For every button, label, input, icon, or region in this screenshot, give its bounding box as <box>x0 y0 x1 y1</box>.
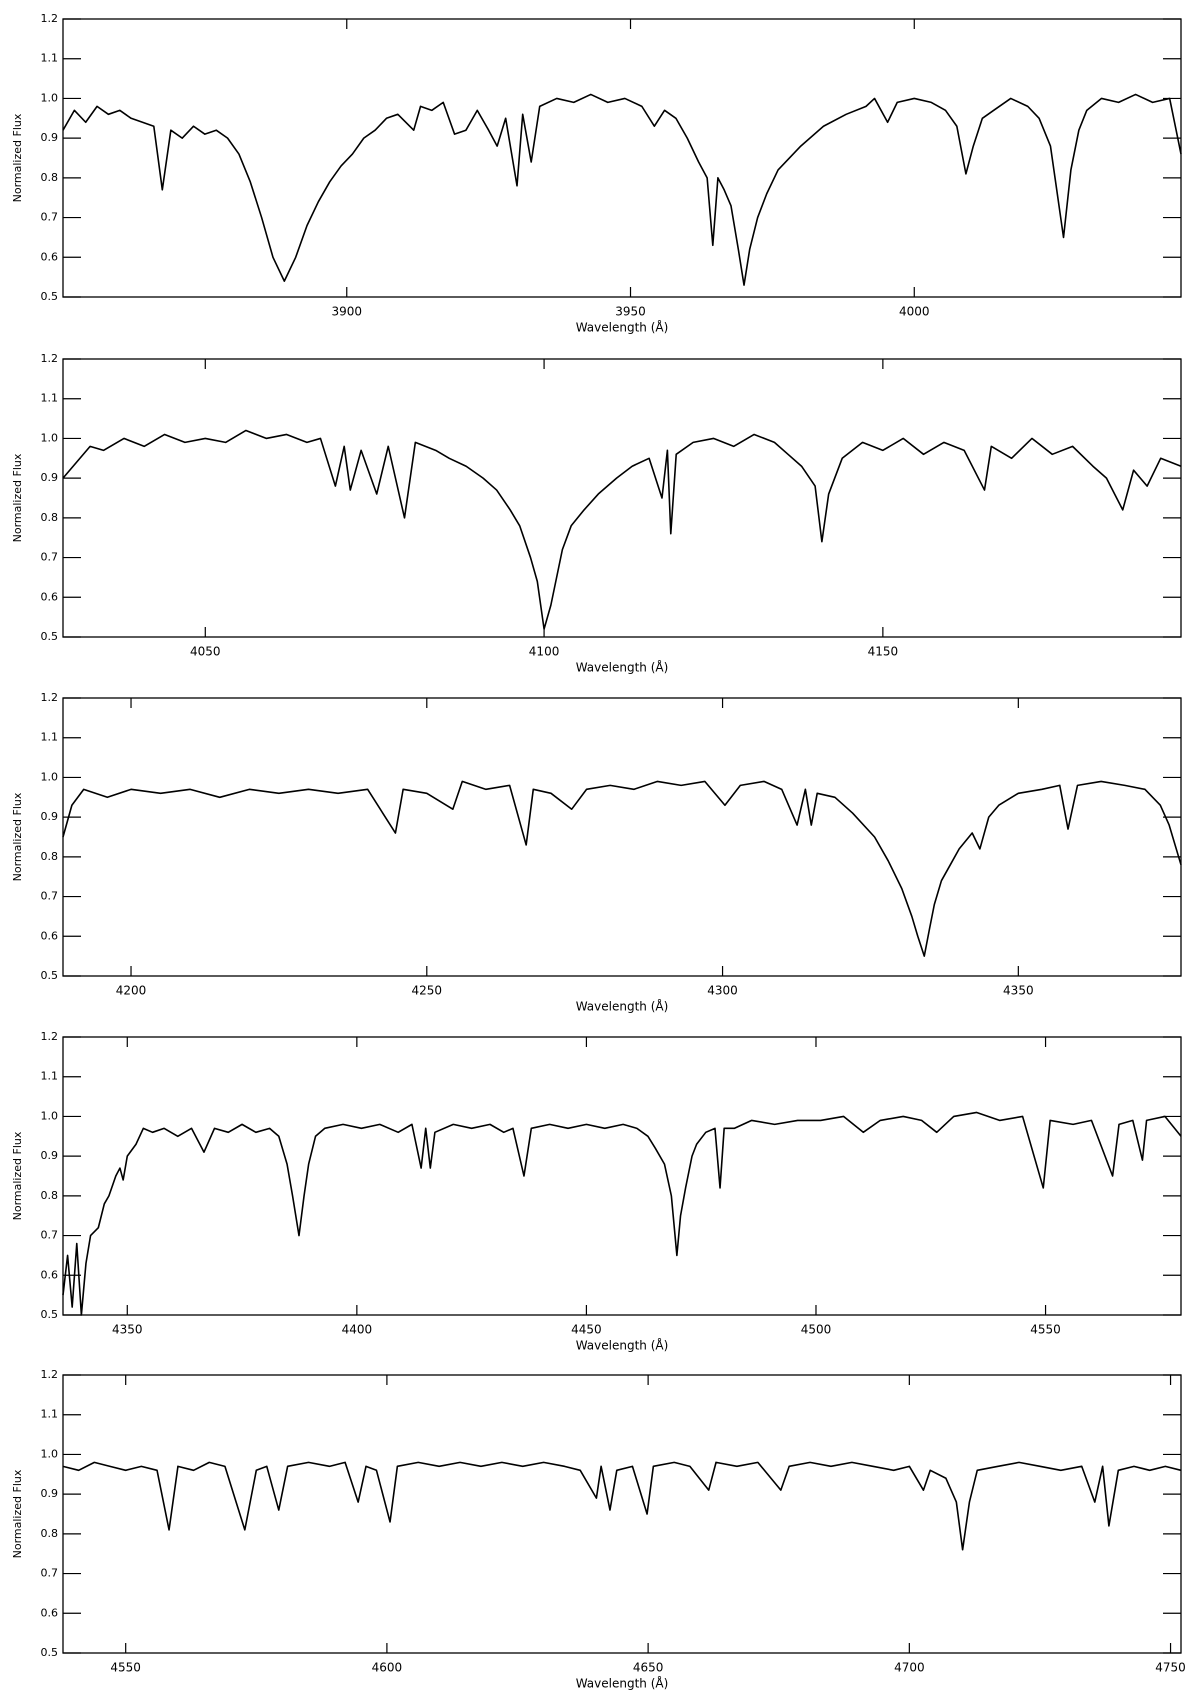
x-tick-label: 4150 <box>868 645 899 659</box>
x-tick-label: 4100 <box>529 645 560 659</box>
plot-frame <box>62 1374 1182 1654</box>
x-tick-label: 4200 <box>116 984 147 998</box>
y-tick-label: 0.6 <box>41 590 59 603</box>
y-tick-label: 0.6 <box>41 1268 59 1281</box>
y-tick-label: 0.6 <box>41 1606 59 1619</box>
x-tick-label: 4400 <box>342 1323 373 1337</box>
y-tick-label: 0.7 <box>41 890 59 903</box>
y-tick-label: 0.7 <box>41 551 59 564</box>
y-tick-label: 1.0 <box>41 770 59 783</box>
y-tick-label: 0.9 <box>41 810 59 823</box>
x-tick-label: 3950 <box>615 305 646 319</box>
y-tick-label: 0.7 <box>41 1229 59 1242</box>
x-axis-title: Wavelength (Å) <box>576 1338 669 1353</box>
y-tick-label: 1.2 <box>41 691 59 704</box>
spectrum-line <box>62 93 1182 286</box>
x-tick-label: 4350 <box>1003 984 1034 998</box>
y-axis-title: Normalized Flux <box>11 792 24 881</box>
y-tick-label: 0.5 <box>41 969 59 982</box>
y-axis-title: Normalized Flux <box>11 1469 24 1558</box>
x-axis-title: Wavelength (Å) <box>576 660 669 675</box>
x-tick-label: 4000 <box>899 305 930 319</box>
y-tick-label: 1.0 <box>41 431 59 444</box>
y-tick-label: 1.2 <box>41 1030 59 1043</box>
y-tick-label: 1.1 <box>41 1070 59 1083</box>
y-tick-label: 0.9 <box>41 471 59 484</box>
y-tick-label: 0.8 <box>41 1189 59 1202</box>
plot-frame <box>62 1036 1182 1316</box>
x-tick-label: 4450 <box>571 1323 602 1337</box>
x-tick-label: 4600 <box>372 1661 403 1675</box>
spectrum-line <box>62 780 1182 957</box>
y-tick-label: 1.2 <box>41 1368 59 1381</box>
y-tick-label: 0.9 <box>41 1487 59 1500</box>
y-tick-label: 0.8 <box>41 1527 59 1540</box>
spectrum-line <box>62 1111 1182 1316</box>
spectrum-line <box>62 1461 1182 1551</box>
y-axis-title: Normalized Flux <box>11 453 24 542</box>
x-tick-label: 4700 <box>894 1661 925 1675</box>
spectrum-line <box>62 429 1182 630</box>
plot-frame <box>62 18 1182 298</box>
plot-frame <box>62 358 1182 638</box>
x-tick-label: 3900 <box>331 305 362 319</box>
x-tick-label: 4300 <box>707 984 738 998</box>
x-axis-title: Wavelength (Å) <box>576 999 669 1014</box>
y-tick-label: 0.8 <box>41 850 59 863</box>
x-tick-label: 4750 <box>1155 1661 1186 1675</box>
y-axis-title: Normalized Flux <box>11 1131 24 1220</box>
y-tick-label: 1.0 <box>41 1109 59 1122</box>
y-tick-label: 0.5 <box>41 290 59 303</box>
y-tick-label: 0.7 <box>41 1567 59 1580</box>
y-tick-label: 0.9 <box>41 131 59 144</box>
y-tick-label: 0.8 <box>41 511 59 524</box>
y-tick-label: 0.5 <box>41 1308 59 1321</box>
x-tick-label: 4550 <box>1030 1323 1061 1337</box>
y-tick-label: 1.2 <box>41 12 59 25</box>
y-tick-label: 0.7 <box>41 211 59 224</box>
y-tick-label: 1.0 <box>41 1447 59 1460</box>
y-tick-label: 1.2 <box>41 352 59 365</box>
x-tick-label: 4650 <box>633 1661 664 1675</box>
y-tick-label: 0.8 <box>41 171 59 184</box>
y-tick-label: 1.1 <box>41 392 59 405</box>
y-tick-label: 1.0 <box>41 91 59 104</box>
y-tick-label: 1.1 <box>41 1408 59 1421</box>
x-tick-label: 4350 <box>112 1323 143 1337</box>
x-axis-title: Wavelength (Å) <box>576 320 669 335</box>
y-tick-label: 0.5 <box>41 630 59 643</box>
y-tick-label: 0.9 <box>41 1149 59 1162</box>
y-tick-label: 1.1 <box>41 52 59 65</box>
x-tick-label: 4050 <box>190 645 221 659</box>
x-tick-label: 4250 <box>412 984 443 998</box>
plot-frame <box>62 697 1182 977</box>
x-axis-title: Wavelength (Å) <box>576 1676 669 1691</box>
y-tick-label: 0.6 <box>41 250 59 263</box>
y-tick-label: 1.1 <box>41 731 59 744</box>
x-tick-label: 4550 <box>110 1661 141 1675</box>
y-tick-label: 0.5 <box>41 1646 59 1659</box>
x-tick-label: 4500 <box>801 1323 832 1337</box>
y-tick-label: 0.6 <box>41 929 59 942</box>
y-axis-title: Normalized Flux <box>11 113 24 202</box>
